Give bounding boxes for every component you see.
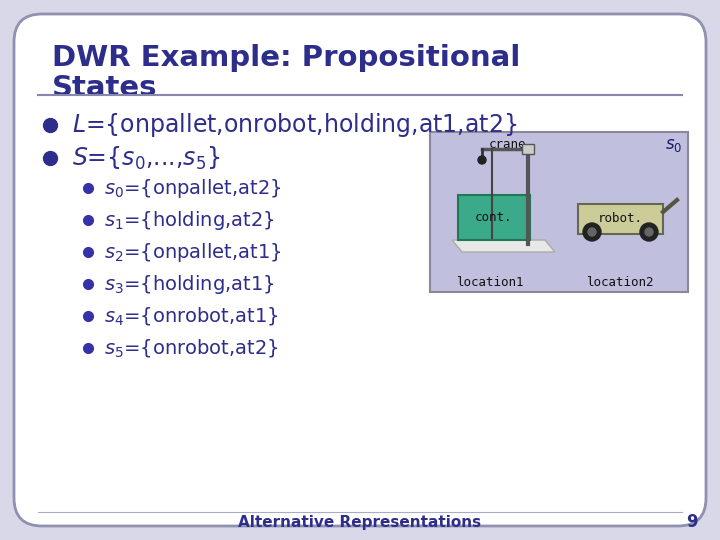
- Text: $\mathit{s}_0$: $\mathit{s}_0$: [665, 136, 682, 154]
- Text: cont.: cont.: [475, 211, 513, 224]
- Text: $\mathit{s}_2$={onpallet,at1}: $\mathit{s}_2$={onpallet,at1}: [104, 240, 282, 264]
- Circle shape: [478, 156, 486, 164]
- FancyBboxPatch shape: [14, 14, 706, 526]
- FancyBboxPatch shape: [522, 144, 534, 154]
- Text: robot.: robot.: [598, 213, 643, 226]
- Text: 9: 9: [686, 513, 698, 531]
- Circle shape: [588, 228, 596, 236]
- FancyBboxPatch shape: [578, 204, 663, 234]
- Text: $\mathit{s}_0$={onpallet,at2}: $\mathit{s}_0$={onpallet,at2}: [104, 177, 282, 199]
- Text: $\mathit{s}_1$={holding,at2}: $\mathit{s}_1$={holding,at2}: [104, 208, 274, 232]
- Text: $\mathit{s}_3$={holding,at1}: $\mathit{s}_3$={holding,at1}: [104, 273, 274, 295]
- Text: States: States: [52, 74, 158, 102]
- Text: $\mathit{L}$={onpallet,onrobot,holding,at1,at2}: $\mathit{L}$={onpallet,onrobot,holding,a…: [72, 111, 518, 139]
- Text: Alternative Representations: Alternative Representations: [238, 515, 482, 530]
- Text: $\mathit{S}$={$\mathit{s}_0$,...,$\mathit{s}_5$}: $\mathit{S}$={$\mathit{s}_0$,...,$\mathi…: [72, 144, 220, 172]
- Text: $\mathit{s}_5$={onrobot,at2}: $\mathit{s}_5$={onrobot,at2}: [104, 337, 279, 359]
- Text: location1: location1: [456, 275, 523, 288]
- Text: DWR Example: Propositional: DWR Example: Propositional: [52, 44, 521, 72]
- Text: location2: location2: [586, 275, 654, 288]
- Text: crane: crane: [490, 138, 527, 151]
- Circle shape: [583, 223, 601, 241]
- Circle shape: [640, 223, 658, 241]
- Circle shape: [645, 228, 653, 236]
- Polygon shape: [452, 240, 555, 252]
- FancyBboxPatch shape: [458, 195, 530, 240]
- Text: $\mathit{s}_4$={onrobot,at1}: $\mathit{s}_4$={onrobot,at1}: [104, 305, 279, 327]
- FancyBboxPatch shape: [430, 132, 688, 292]
